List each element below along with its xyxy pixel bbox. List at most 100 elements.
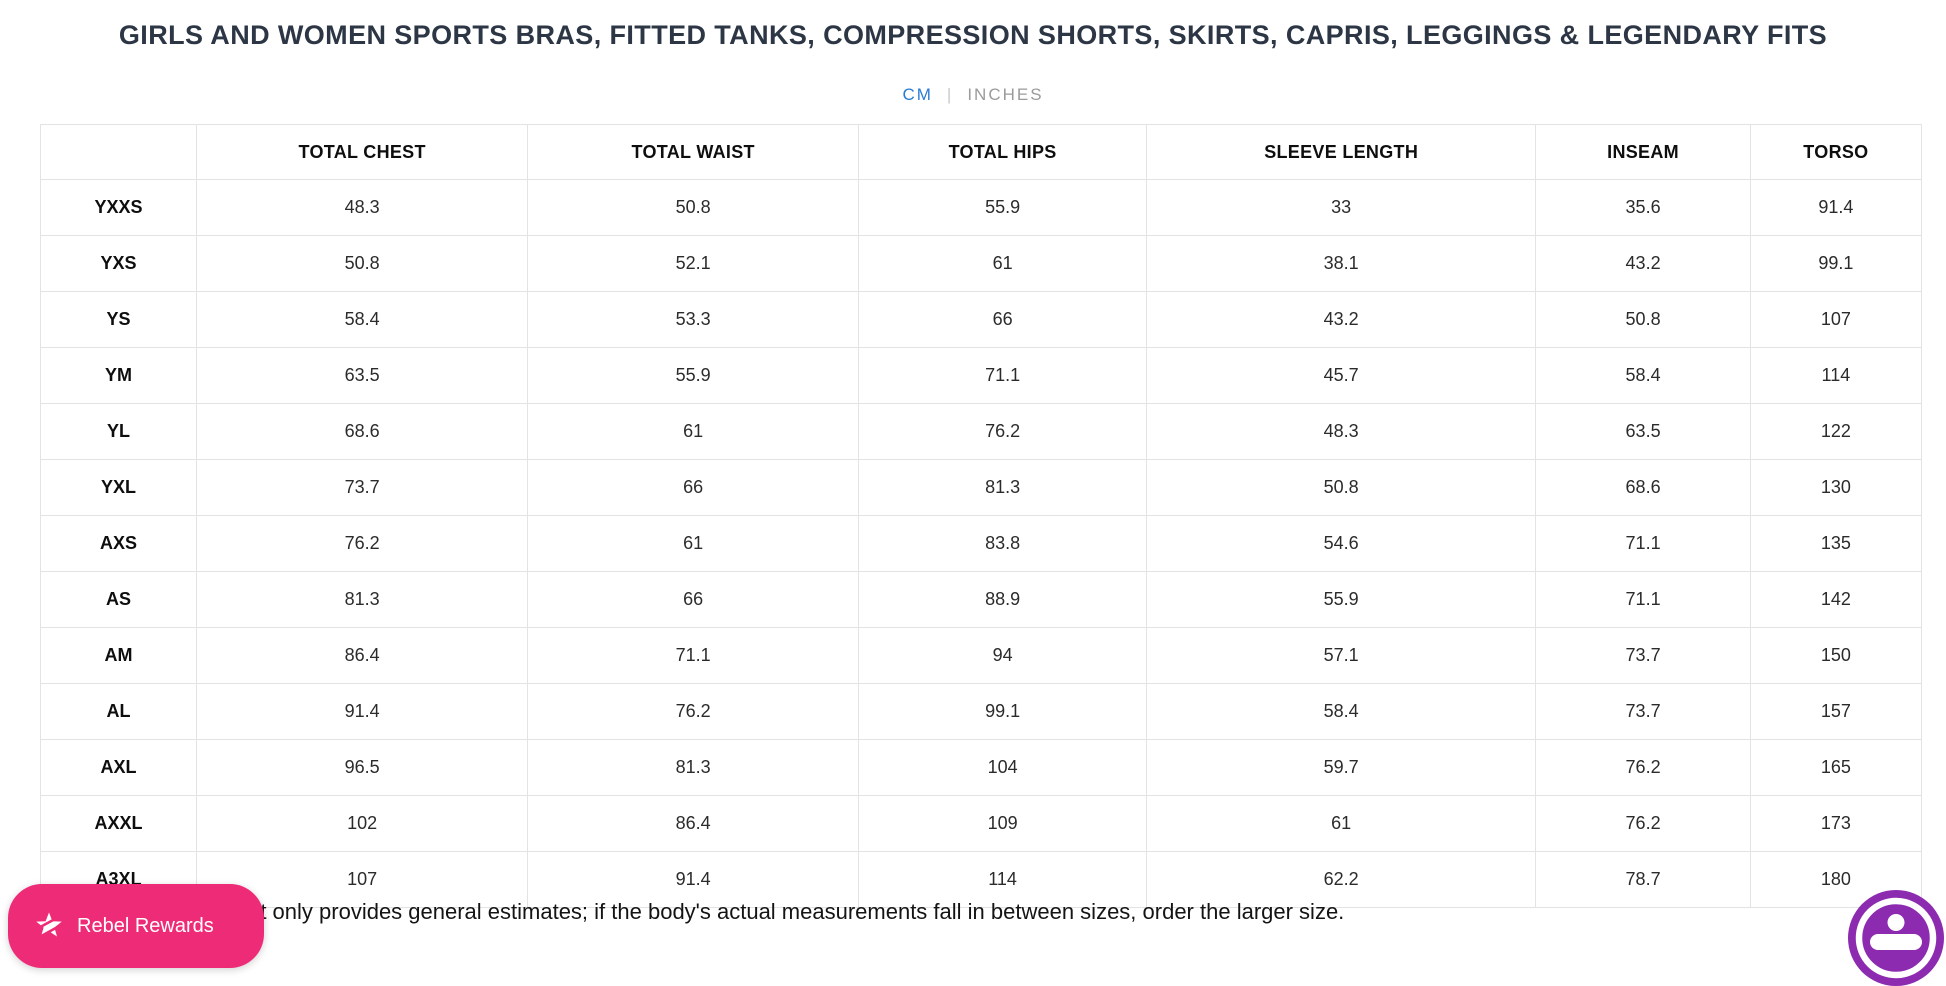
value-cell: 71.1 xyxy=(1535,515,1751,572)
value-cell: 107 xyxy=(1749,291,1923,348)
value-cell: 99.1 xyxy=(1749,235,1923,292)
column-header: INSEAM xyxy=(1535,124,1751,180)
value-cell: 48.3 xyxy=(1145,403,1537,460)
value-cell: 66 xyxy=(527,571,860,628)
value-cell: 81.3 xyxy=(527,739,860,796)
value-cell: 78.7 xyxy=(1535,851,1751,908)
value-cell: 83.8 xyxy=(858,515,1147,572)
size-column-header xyxy=(39,124,198,180)
value-cell: 66 xyxy=(858,291,1147,348)
table-row: YL 68.6 61 76.2 48.3 63.5 122 xyxy=(39,403,1923,460)
size-cell: YL xyxy=(39,403,198,460)
value-cell: 50.8 xyxy=(196,235,529,292)
value-cell: 157 xyxy=(1749,683,1923,740)
unit-inches-option[interactable]: INCHES xyxy=(967,85,1044,104)
value-cell: 114 xyxy=(1749,347,1923,404)
column-header: TOTAL CHEST xyxy=(196,124,529,180)
value-cell: 130 xyxy=(1749,459,1923,516)
value-cell: 66 xyxy=(527,459,860,516)
size-cell: YXXS xyxy=(39,179,198,236)
rewards-star-icon xyxy=(36,912,64,938)
value-cell: 99.1 xyxy=(858,683,1147,740)
table-row: YXL 73.7 66 81.3 50.8 68.6 130 xyxy=(39,459,1923,516)
column-header: TORSO xyxy=(1749,124,1923,180)
value-cell: 58.4 xyxy=(1145,683,1537,740)
value-cell: 68.6 xyxy=(1535,459,1751,516)
value-cell: 91.4 xyxy=(527,851,860,908)
table-row: YXXS 48.3 50.8 55.9 33 35.6 91.4 xyxy=(39,179,1923,236)
value-cell: 33 xyxy=(1145,179,1537,236)
column-header: SLEEVE LENGTH xyxy=(1145,124,1537,180)
size-cell: AM xyxy=(39,627,198,684)
table-row: AL 91.4 76.2 99.1 58.4 73.7 157 xyxy=(39,683,1923,740)
value-cell: 61 xyxy=(858,235,1147,292)
value-cell: 76.2 xyxy=(196,515,529,572)
value-cell: 102 xyxy=(196,795,529,852)
table-row: YXS 50.8 52.1 61 38.1 43.2 99.1 xyxy=(39,235,1923,292)
value-cell: 71.1 xyxy=(1535,571,1751,628)
value-cell: 71.1 xyxy=(527,627,860,684)
table-row: AM 86.4 71.1 94 57.1 73.7 150 xyxy=(39,627,1923,684)
size-cell: AXS xyxy=(39,515,198,572)
value-cell: 91.4 xyxy=(1749,179,1923,236)
unit-cm-option[interactable]: CM xyxy=(902,85,933,104)
value-cell: 58.4 xyxy=(1535,347,1751,404)
value-cell: 45.7 xyxy=(1145,347,1537,404)
table-row: YS 58.4 53.3 66 43.2 50.8 107 xyxy=(39,291,1923,348)
value-cell: 55.9 xyxy=(527,347,860,404)
size-cell: YM xyxy=(39,347,198,404)
size-cell: AS xyxy=(39,571,198,628)
value-cell: 86.4 xyxy=(527,795,860,852)
value-cell: 50.8 xyxy=(1145,459,1537,516)
size-cell: AXXL xyxy=(39,795,198,852)
value-cell: 73.7 xyxy=(196,459,529,516)
value-cell: 104 xyxy=(858,739,1147,796)
value-cell: 52.1 xyxy=(527,235,860,292)
table-row: AS 81.3 66 88.9 55.9 71.1 142 xyxy=(39,571,1923,628)
value-cell: 68.6 xyxy=(196,403,529,460)
size-chart-container: TOTAL CHEST TOTAL WAIST TOTAL HIPS SLEEVE L… xyxy=(39,124,1923,908)
value-cell: 76.2 xyxy=(527,683,860,740)
value-cell: 35.6 xyxy=(1535,179,1751,236)
value-cell: 50.8 xyxy=(1535,291,1751,348)
table-row: AXS 76.2 61 83.8 54.6 71.1 135 xyxy=(39,515,1923,572)
size-cell: YS xyxy=(39,291,198,348)
value-cell: 91.4 xyxy=(196,683,529,740)
size-chart-table: TOTAL CHEST TOTAL WAIST TOTAL HIPS SLEEVE L… xyxy=(39,124,1923,908)
size-cell: AXL xyxy=(39,739,198,796)
value-cell: 86.4 xyxy=(196,627,529,684)
value-cell: 142 xyxy=(1749,571,1923,628)
table-row: A3XL 107 91.4 114 62.2 78.7 180 xyxy=(39,851,1923,908)
size-cell: YXL xyxy=(39,459,198,516)
value-cell: 165 xyxy=(1749,739,1923,796)
value-cell: 63.5 xyxy=(196,347,529,404)
value-cell: 73.7 xyxy=(1535,683,1751,740)
value-cell: 61 xyxy=(1145,795,1537,852)
size-chart-header: TOTAL CHEST TOTAL WAIST TOTAL HIPS SLEEVE L… xyxy=(39,124,1923,180)
value-cell: 81.3 xyxy=(858,459,1147,516)
rewards-label: Rebel Rewards xyxy=(77,914,214,937)
value-cell: 57.1 xyxy=(1145,627,1537,684)
value-cell: 53.3 xyxy=(527,291,860,348)
page-title: GIRLS AND WOMEN SPORTS BRAS, FITTED TANK… xyxy=(118,20,1828,50)
value-cell: 71.1 xyxy=(858,347,1147,404)
value-cell: 43.2 xyxy=(1145,291,1537,348)
size-cell: AL xyxy=(39,683,198,740)
value-cell: 76.2 xyxy=(858,403,1147,460)
value-cell: 48.3 xyxy=(196,179,529,236)
value-cell: 122 xyxy=(1749,403,1923,460)
table-row: YM 63.5 55.9 71.1 45.7 58.4 114 xyxy=(39,347,1923,404)
size-cell: YXS xyxy=(39,235,198,292)
value-cell: 76.2 xyxy=(1535,739,1751,796)
table-row: AXL 96.5 81.3 104 59.7 76.2 165 xyxy=(39,739,1923,796)
unit-separator: | xyxy=(946,85,954,104)
column-header: TOTAL HIPS xyxy=(858,124,1147,180)
fit-note: rt only provides general estimates; if t… xyxy=(253,899,1345,924)
column-header: TOTAL WAIST xyxy=(527,124,860,180)
value-cell: 54.6 xyxy=(1145,515,1537,572)
value-cell: 114 xyxy=(858,851,1147,908)
accessibility-widget-button[interactable] xyxy=(1848,890,1944,986)
value-cell: 150 xyxy=(1749,627,1923,684)
rewards-button[interactable]: Rebel Rewards xyxy=(8,884,264,968)
value-cell: 109 xyxy=(858,795,1147,852)
